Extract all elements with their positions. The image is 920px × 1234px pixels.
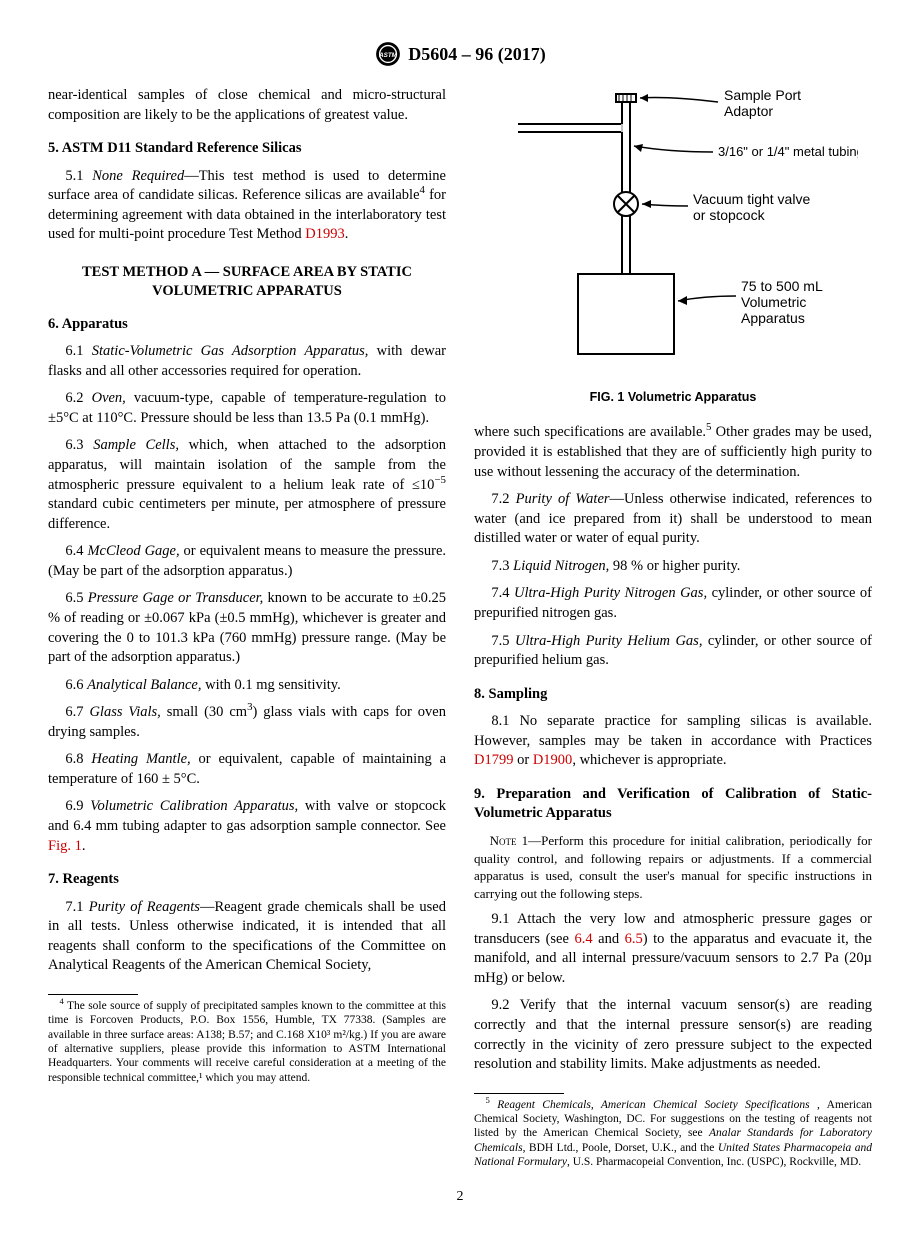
svg-text:ASTM: ASTM [378, 52, 398, 59]
intro-continuation: near-identical samples of close chemical… [48, 86, 446, 125]
footnote-rule-2 [474, 1093, 564, 1094]
svg-text:Apparatus: Apparatus [741, 310, 805, 326]
right-column: Sample Port Adaptor 3/16" or 1/4" metal … [474, 86, 872, 1172]
svg-text:Sample Port: Sample Port [724, 87, 801, 103]
astm-logo-icon: ASTM [374, 40, 402, 68]
para-6-2: 6.2 Oven, vacuum-type, capable of temper… [48, 389, 446, 428]
footnote-4: 4 The sole source of supply of precipita… [48, 999, 446, 1085]
svg-text:Volumetric: Volumetric [741, 294, 806, 310]
link-6-4[interactable]: 6.4 [574, 931, 592, 947]
para-8-1: 8.1 No separate practice for sampling si… [474, 712, 872, 771]
para-6-7: 6.7 Glass Vials, small (30 cm3) glass vi… [48, 703, 446, 742]
para-6-5: 6.5 Pressure Gage or Transducer, known t… [48, 589, 446, 667]
para-7-1-cont: where such specifications are available.… [474, 423, 872, 482]
svg-text:75 to 500 mL: 75 to 500 mL [741, 278, 823, 294]
note-1: Note 1—Perform this procedure for initia… [474, 832, 872, 902]
footnote-5: 5 Reagent Chemicals, American Chemical S… [474, 1098, 872, 1170]
para-6-8: 6.8 Heating Mantle, or equivalent, capab… [48, 750, 446, 789]
left-column: near-identical samples of close chemical… [48, 86, 446, 1172]
para-7-5: 7.5 Ultra-High Purity Helium Gas, cylind… [474, 632, 872, 671]
svg-text:Adaptor: Adaptor [724, 103, 773, 119]
page-number: 2 [48, 1188, 872, 1207]
para-7-4: 7.4 Ultra-High Purity Nitrogen Gas, cyli… [474, 584, 872, 623]
para-6-1: 6.1 Static-Volumetric Gas Adsorption App… [48, 342, 446, 381]
link-d1799[interactable]: D1799 [474, 752, 513, 768]
para-6-4: 6.4 McCleod Gage, or equivalent means to… [48, 542, 446, 581]
para-6-3: 6.3 Sample Cells, which, when attached t… [48, 436, 446, 534]
para-9-1: 9.1 Attach the very low and atmospheric … [474, 910, 872, 988]
method-a-head: TEST METHOD A — SURFACE AREA BY STATIC V… [48, 263, 446, 301]
figure-1: Sample Port Adaptor 3/16" or 1/4" metal … [474, 86, 872, 405]
svg-text:3/16" or 1/4" metal tubing: 3/16" or 1/4" metal tubing [718, 144, 858, 159]
link-fig1[interactable]: Fig. 1 [48, 838, 82, 854]
para-7-3: 7.3 Liquid Nitrogen, 98 % or higher puri… [474, 557, 872, 577]
section-8-head: 8. Sampling [474, 685, 872, 705]
section-7-head: 7. Reagents [48, 870, 446, 890]
svg-text:or stopcock: or stopcock [693, 207, 766, 223]
link-d1900[interactable]: D1900 [533, 752, 572, 768]
para-6-9: 6.9 Volumetric Calibration Apparatus, wi… [48, 797, 446, 856]
figure-1-caption: FIG. 1 Volumetric Apparatus [474, 389, 872, 406]
para-6-6: 6.6 Analytical Balance, with 0.1 mg sens… [48, 676, 446, 696]
para-9-2: 9.2 Verify that the internal vacuum sens… [474, 996, 872, 1074]
section-5-head: 5. ASTM D11 Standard Reference Silicas [48, 139, 446, 159]
para-7-1: 7.1 Purity of Reagents—Reagent grade che… [48, 898, 446, 976]
page-header: ASTM D5604 – 96 (2017) [48, 40, 872, 68]
section-6-head: 6. Apparatus [48, 315, 446, 335]
link-6-5[interactable]: 6.5 [625, 931, 643, 947]
para-5-1: 5.1 None Required—This test method is us… [48, 167, 446, 245]
svg-text:Vacuum tight valve: Vacuum tight valve [693, 191, 810, 207]
footnote-rule [48, 994, 138, 995]
link-d1993[interactable]: D1993 [305, 226, 344, 242]
volumetric-apparatus-diagram: Sample Port Adaptor 3/16" or 1/4" metal … [488, 86, 858, 376]
section-9-head: 9. Preparation and Verification of Calib… [474, 785, 872, 824]
designation: D5604 – 96 (2017) [408, 42, 546, 66]
para-7-2: 7.2 Purity of Water—Unless otherwise ind… [474, 490, 872, 549]
